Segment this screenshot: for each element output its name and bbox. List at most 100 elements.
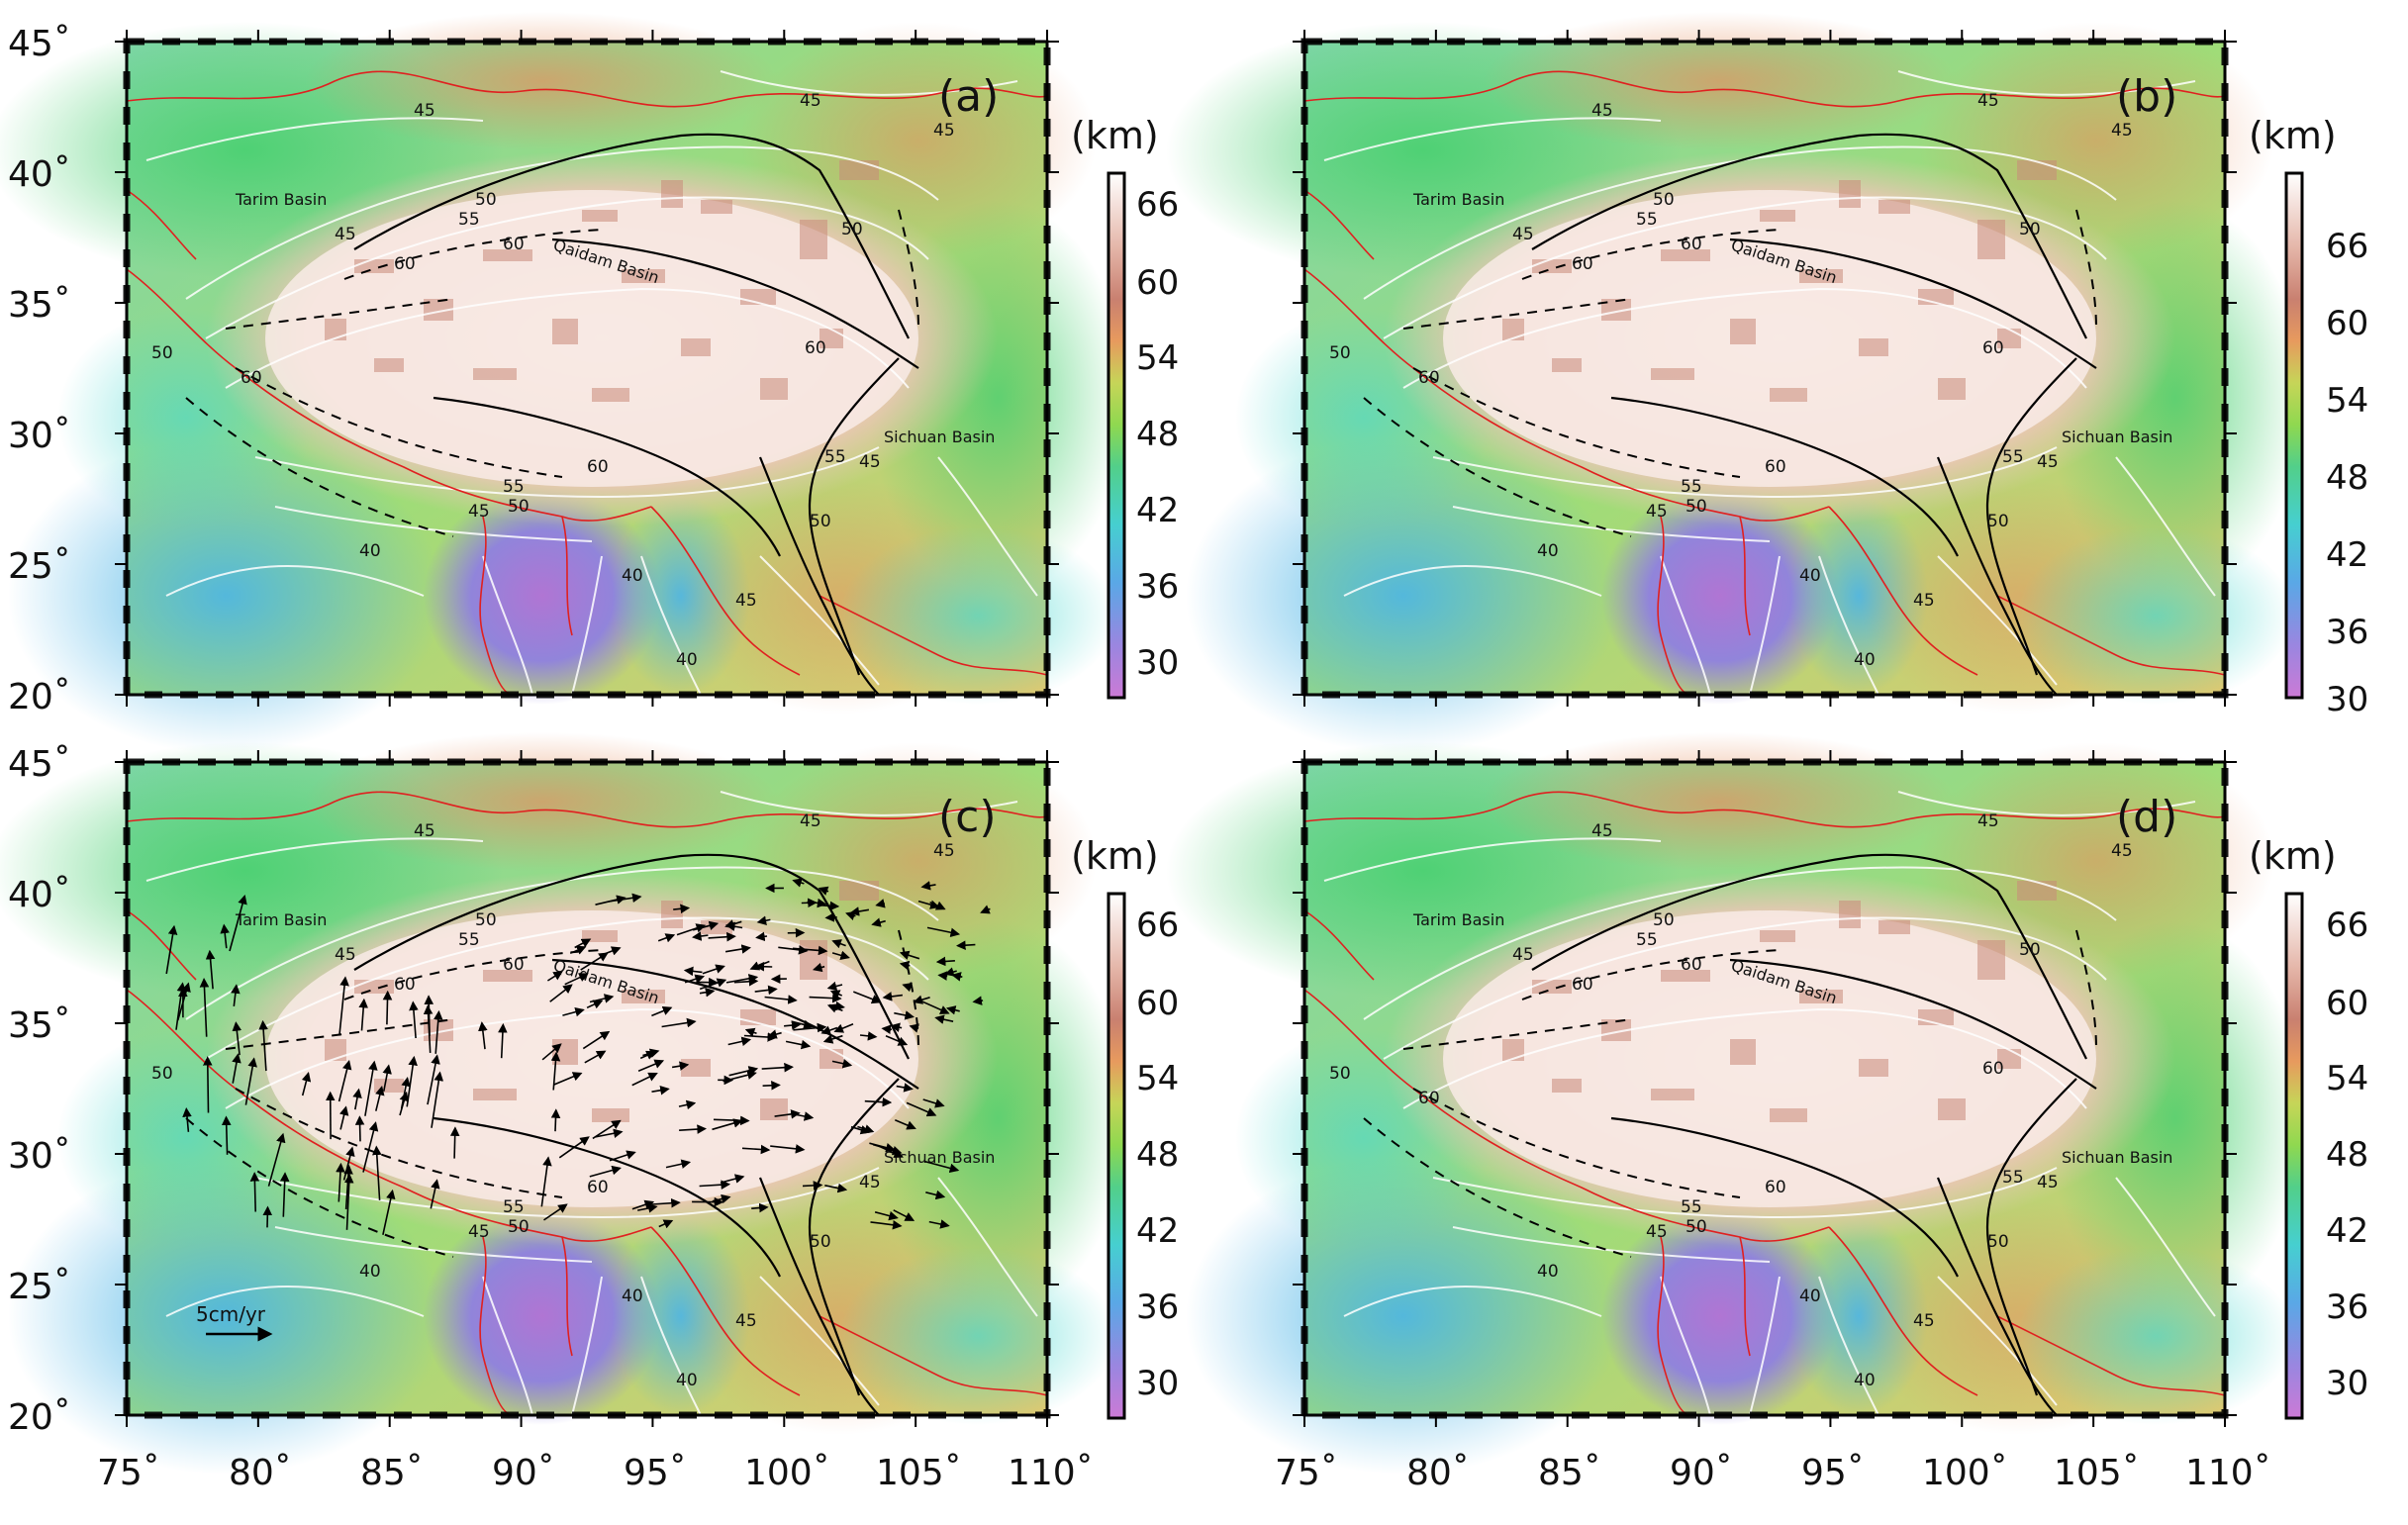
svg-text:55: 55 bbox=[824, 447, 846, 467]
velocity-arrow bbox=[699, 978, 727, 991]
velocity-arrow bbox=[702, 964, 725, 975]
velocity-arrow bbox=[592, 1119, 622, 1140]
velocity-arrow bbox=[820, 901, 840, 911]
velocity-arrow bbox=[829, 990, 843, 1000]
svg-text:80˚: 80˚ bbox=[229, 1453, 292, 1493]
svg-text:45: 45 bbox=[859, 1173, 881, 1192]
velocity-arrow bbox=[338, 976, 349, 1036]
svg-text:45: 45 bbox=[1512, 225, 1534, 244]
svg-text:55: 55 bbox=[1636, 930, 1658, 950]
velocity-arrow bbox=[684, 974, 706, 984]
svg-text:40: 40 bbox=[1537, 1262, 1559, 1282]
velocity-arrow bbox=[671, 1061, 690, 1071]
velocity-arrow bbox=[794, 1111, 815, 1121]
velocity-arrow bbox=[699, 1180, 731, 1190]
velocity-arrow bbox=[220, 923, 230, 949]
svg-text:60: 60 bbox=[587, 1178, 609, 1197]
svg-text:60: 60 bbox=[1418, 1089, 1440, 1108]
velocity-arrow bbox=[902, 982, 913, 993]
velocity-arrow bbox=[221, 1115, 232, 1155]
label-tarim-c: Tarim Basin bbox=[235, 910, 327, 929]
svg-text:60: 60 bbox=[587, 457, 609, 477]
svg-text:40: 40 bbox=[359, 1262, 381, 1282]
svg-text:30˚: 30˚ bbox=[8, 1136, 71, 1177]
velocity-arrow bbox=[820, 1025, 838, 1035]
velocity-arrow bbox=[741, 1144, 771, 1155]
velocity-arrow bbox=[899, 950, 920, 960]
velocity-arrow bbox=[550, 1108, 561, 1132]
velocity-arrow bbox=[249, 1172, 260, 1212]
svg-text:60: 60 bbox=[1136, 263, 1179, 303]
svg-text:45: 45 bbox=[468, 502, 490, 522]
svg-text:30: 30 bbox=[2326, 1364, 2368, 1403]
svg-text:45: 45 bbox=[2037, 1173, 2059, 1192]
svg-text:105˚: 105˚ bbox=[876, 1453, 962, 1493]
velocity-arrow bbox=[913, 995, 930, 1004]
svg-text:50: 50 bbox=[1653, 190, 1675, 210]
velocity-arrow bbox=[699, 987, 716, 998]
svg-text:85˚: 85˚ bbox=[1538, 1453, 1601, 1493]
svg-text:90˚: 90˚ bbox=[1670, 1453, 1733, 1493]
svg-text:75˚: 75˚ bbox=[97, 1453, 160, 1493]
velocity-arrow bbox=[343, 1164, 353, 1209]
velocity-arrow bbox=[784, 1020, 802, 1030]
velocity-arrow bbox=[894, 1010, 915, 1020]
svg-text:85˚: 85˚ bbox=[360, 1453, 424, 1493]
velocity-arrow bbox=[792, 1019, 814, 1030]
velocity-arrow bbox=[881, 1024, 893, 1034]
svg-text:45: 45 bbox=[933, 841, 955, 861]
velocity-arrow bbox=[362, 1121, 379, 1173]
svg-text:40: 40 bbox=[676, 1371, 698, 1390]
velocity-arrow bbox=[651, 1005, 673, 1017]
svg-text:42: 42 bbox=[1136, 1211, 1179, 1251]
velocity-arrow bbox=[712, 1118, 743, 1131]
velocity-arrow bbox=[755, 931, 768, 942]
velocity-arrow bbox=[831, 1059, 853, 1069]
svg-text:105˚: 105˚ bbox=[2054, 1453, 2140, 1493]
map-d bbox=[1164, 730, 2306, 1477]
svg-text:75˚: 75˚ bbox=[1275, 1453, 1338, 1493]
velocity-arrow bbox=[637, 1059, 665, 1072]
y-axis-bottom-left: 45˚ 40˚ 35˚ 30˚ 25˚ 20˚ bbox=[8, 744, 71, 1438]
velocity-arrow bbox=[683, 966, 703, 977]
gps-velocity-vectors bbox=[165, 878, 991, 1235]
svg-text:30: 30 bbox=[1136, 1364, 1179, 1403]
svg-text:45: 45 bbox=[933, 121, 955, 141]
svg-text:50: 50 bbox=[1686, 497, 1707, 517]
svg-text:45: 45 bbox=[1591, 101, 1613, 121]
velocity-arrow bbox=[831, 950, 850, 960]
velocity-arrow bbox=[822, 1034, 843, 1044]
svg-text:50: 50 bbox=[841, 220, 863, 239]
velocity-arrow bbox=[874, 1210, 899, 1221]
svg-text:45: 45 bbox=[1646, 1222, 1668, 1242]
velocity-arrow bbox=[595, 1128, 624, 1138]
map-a bbox=[0, 10, 1128, 756]
velocity-arrow bbox=[761, 1062, 794, 1073]
velocity-arrow bbox=[909, 1023, 919, 1033]
velocity-arrow bbox=[301, 1072, 312, 1096]
svg-text:30: 30 bbox=[2326, 680, 2368, 719]
svg-text:48: 48 bbox=[2326, 458, 2368, 498]
svg-text:45: 45 bbox=[859, 452, 881, 472]
velocity-arrow bbox=[665, 1159, 692, 1169]
velocity-arrow bbox=[399, 1091, 409, 1116]
svg-text:50: 50 bbox=[810, 512, 831, 531]
velocity-arrow bbox=[853, 991, 882, 1004]
velocity-arrow bbox=[229, 894, 247, 952]
svg-text:25˚: 25˚ bbox=[8, 1267, 71, 1307]
panel-tag-d: (d) bbox=[2116, 792, 2177, 842]
velocity-arrow bbox=[678, 1099, 697, 1110]
velocity-arrow bbox=[872, 1143, 903, 1156]
svg-text:40: 40 bbox=[676, 650, 698, 670]
svg-text:54: 54 bbox=[1136, 1059, 1179, 1098]
velocity-arrow bbox=[651, 1085, 670, 1096]
velocity-arrow bbox=[409, 1001, 419, 1039]
velocity-arrow bbox=[205, 949, 216, 990]
svg-text:40: 40 bbox=[1799, 1287, 1821, 1306]
svg-text:54: 54 bbox=[2326, 1059, 2368, 1098]
velocity-scale-label: 5cm/yr bbox=[196, 1302, 266, 1326]
x-axis-bottom-right: 75˚ 80˚ 85˚ 90˚ 95˚ 100˚ 105˚ 110˚ bbox=[1275, 1453, 2271, 1493]
svg-text:45: 45 bbox=[735, 1311, 757, 1331]
svg-text:50: 50 bbox=[2019, 220, 2041, 239]
colorbar-ticks-a: 66 60 54 48 42 36 30 bbox=[1136, 185, 1179, 683]
